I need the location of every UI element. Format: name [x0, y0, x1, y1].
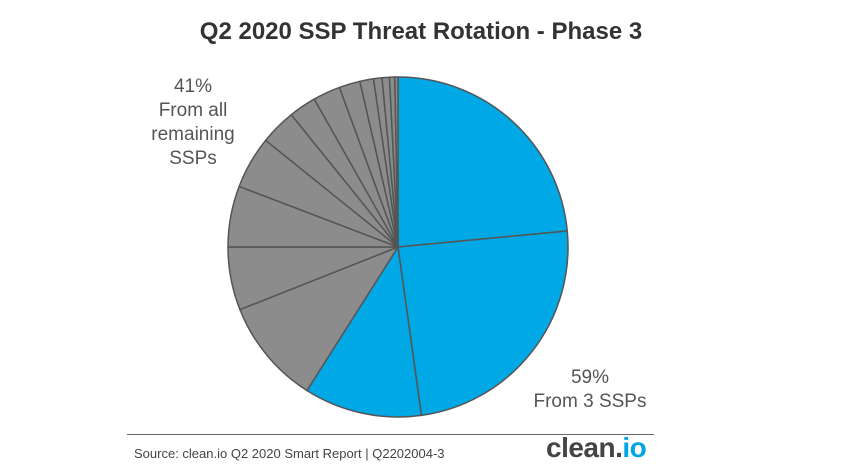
pie-slice-3	[306, 246, 423, 418]
chart-title: Q2 2020 SSP Threat Rotation - Phase 3	[199, 18, 643, 45]
remaining-percent-label: 41%	[173, 76, 213, 97]
clean-io-logo: clean.io	[546, 432, 647, 464]
logo-accent-text: io	[622, 432, 647, 463]
remaining-desc-line: SSPs	[169, 148, 217, 169]
source-text: Source: clean.io Q2 2020 Smart Report | …	[134, 446, 445, 461]
footer-divider	[127, 434, 654, 435]
top3-percent-label: 59%	[570, 367, 610, 388]
remaining-ssps-annotation: 41% From all remaining SSPs	[128, 75, 258, 171]
remaining-desc-line: From all	[158, 100, 228, 121]
remaining-desc-line: remaining	[151, 124, 235, 145]
top3-ssps-annotation: 59% From 3 SSPs	[515, 366, 665, 414]
logo-main-text: clean.	[546, 432, 623, 463]
pie-slice-4	[239, 246, 399, 392]
pie-slice-16	[394, 76, 399, 248]
top3-desc-line: From 3 SSPs	[533, 391, 647, 412]
pie-slice-2	[397, 230, 569, 417]
pie-slice-1	[397, 76, 568, 248]
